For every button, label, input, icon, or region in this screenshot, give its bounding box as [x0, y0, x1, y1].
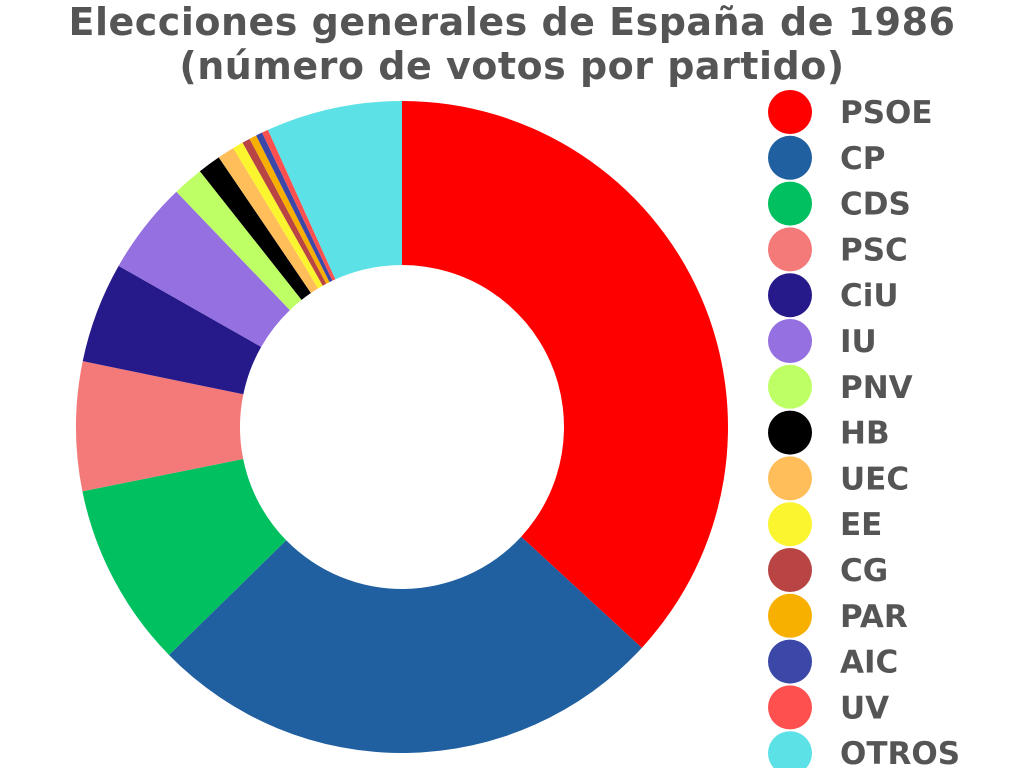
legend-marker-psc [768, 227, 812, 272]
legend-item-uv: UV [768, 685, 889, 730]
slice-aic [256, 132, 333, 283]
legend-item-hb: HB [768, 410, 890, 455]
legend-item-ee: EE [768, 502, 882, 547]
legend-item-psoe: PSOE [768, 90, 933, 134]
legend-label-psc: PSC [840, 232, 908, 268]
slice-ee [233, 142, 323, 289]
legend-label-pnv: PNV [840, 370, 913, 406]
chart-title: Elecciones generales de España de 1986 (… [0, 0, 1024, 88]
chart-title-line-1: Elecciones generales de España de 1986 [68, 0, 956, 44]
slice-otros [267, 101, 402, 280]
slice-ciu [82, 265, 262, 395]
slice-hb [199, 157, 311, 300]
slice-cg [242, 138, 327, 286]
slice-cp [168, 536, 642, 753]
legend-label-ee: EE [840, 507, 882, 543]
legend-marker-cp [768, 135, 812, 180]
legend-label-uec: UEC [840, 461, 909, 497]
legend-label-cg: CG [840, 553, 888, 589]
legend-marker-iu [768, 319, 812, 363]
slice-cds [82, 458, 287, 655]
legend-marker-psoe [768, 90, 812, 134]
donut-slices [76, 101, 728, 753]
legend: PSOE CP CDS PSC CiU IU PNV HB UEC EE CG PAR AIC UV OTR… [768, 90, 960, 768]
legend-marker-pnv [768, 364, 812, 409]
legend-marker-uec [768, 456, 812, 501]
legend-label-aic: AIC [840, 645, 898, 681]
legend-item-cds: CDS [768, 181, 911, 226]
legend-item-cp: CP [768, 135, 885, 180]
slice-psc [76, 361, 244, 492]
legend-item-pnv: PNV [768, 364, 913, 409]
chart-title-line-2: (número de votos por partido) [179, 44, 845, 88]
slice-iu [118, 191, 290, 347]
slice-uv [262, 129, 336, 281]
legend-marker-hb [768, 410, 812, 455]
legend-label-cds: CDS [840, 187, 911, 223]
legend-item-cg: CG [768, 548, 888, 592]
legend-marker-ciu [768, 273, 812, 318]
slice-pnv [176, 171, 302, 311]
legend-label-iu: IU [840, 324, 877, 360]
slice-par [249, 135, 330, 284]
legend-marker-cg [768, 548, 812, 592]
slice-uec [218, 148, 319, 294]
legend-label-otros: OTROS [840, 736, 960, 768]
legend-marker-cds [768, 181, 812, 226]
legend-item-iu: IU [768, 319, 877, 363]
legend-marker-par [768, 593, 812, 638]
slice-psoe [402, 101, 728, 648]
legend-item-uec: UEC [768, 456, 909, 501]
legend-label-cp: CP [840, 141, 885, 177]
legend-item-par: PAR [768, 593, 908, 638]
legend-label-hb: HB [840, 416, 890, 452]
legend-marker-otros [768, 731, 812, 768]
legend-item-otros: OTROS [768, 731, 960, 768]
legend-label-par: PAR [840, 599, 908, 635]
legend-item-ciu: CiU [768, 273, 899, 318]
legend-label-uv: UV [840, 690, 889, 726]
legend-item-psc: PSC [768, 227, 908, 272]
legend-label-psoe: PSOE [840, 95, 933, 131]
legend-marker-aic [768, 639, 812, 684]
legend-label-ciu: CiU [840, 278, 899, 314]
legend-item-aic: AIC [768, 639, 898, 684]
legend-marker-uv [768, 685, 812, 730]
legend-marker-ee [768, 502, 812, 547]
